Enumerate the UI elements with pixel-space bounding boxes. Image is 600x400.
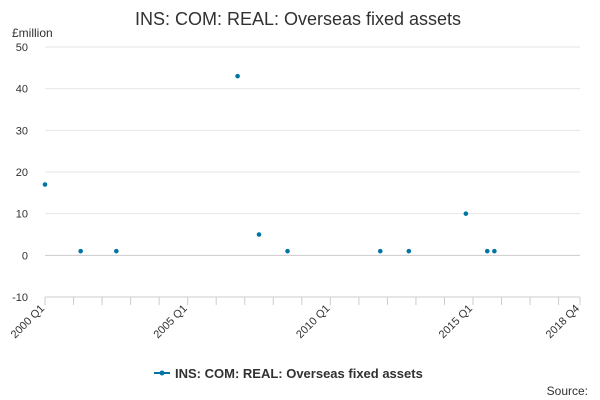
data-point[interactable] <box>463 211 469 216</box>
data-point[interactable] <box>114 248 119 254</box>
y-tick-label: 40 <box>16 84 28 96</box>
legend-label: INS: COM: REAL: Overseas fixed assets <box>175 366 423 381</box>
data-point[interactable] <box>484 248 490 254</box>
legend-marker-dot <box>159 370 165 376</box>
y-tick-label: 0 <box>22 250 28 262</box>
data-point[interactable] <box>78 248 83 254</box>
x-tick-label: 2018 Q4 <box>544 303 582 341</box>
y-tick-label: 30 <box>16 125 28 137</box>
x-tick-label: 2000 Q1 <box>9 303 47 341</box>
y-tick-label: 50 <box>16 42 28 54</box>
data-points <box>42 73 497 254</box>
x-tick-label: 2005 Q1 <box>151 303 189 341</box>
legend[interactable]: INS: COM: REAL: Overseas fixed assets <box>154 366 423 381</box>
data-point[interactable] <box>492 248 497 254</box>
y-tick-label: -10 <box>12 292 28 304</box>
data-point[interactable] <box>42 182 48 187</box>
y-tick-label: 20 <box>16 167 28 179</box>
x-tick-label: 2010 Q1 <box>294 303 332 341</box>
y-axis-unit-label: £million <box>12 26 53 40</box>
chart-title: INS: COM: REAL: Overseas fixed assets <box>135 9 461 29</box>
data-point[interactable] <box>235 73 240 79</box>
data-point[interactable] <box>285 248 290 254</box>
source-label: Source: <box>547 384 588 398</box>
x-axis-tick-labels: 2000 Q1 2005 Q1 2010 Q1 2015 Q1 2018 Q4 <box>9 303 582 341</box>
data-point[interactable] <box>256 232 262 237</box>
gridlines <box>45 46 580 298</box>
x-axis <box>44 296 581 305</box>
y-axis-tick-labels: -10 0 10 20 30 40 50 <box>12 42 28 304</box>
data-point[interactable] <box>406 248 412 254</box>
y-tick-label: 10 <box>16 209 28 221</box>
data-point[interactable] <box>377 248 383 254</box>
x-tick-label: 2015 Q1 <box>437 303 475 341</box>
